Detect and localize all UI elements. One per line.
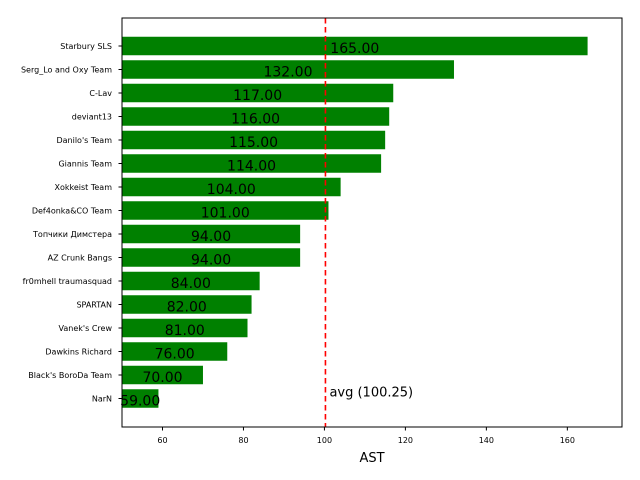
y-tick-label: deviant13	[72, 113, 112, 122]
bar-value-label: 94.00	[191, 229, 231, 245]
bars-layer	[122, 36, 588, 408]
x-tick-label: 80	[238, 436, 248, 445]
y-tick-label: AZ Crunk Bangs	[48, 254, 112, 263]
bar-value-label: 70.00	[142, 370, 182, 386]
y-tick-label: NarN	[92, 395, 112, 404]
bar	[122, 60, 454, 79]
bar-value-label: 59.00	[120, 394, 160, 410]
data-labels-layer: 165.00 132.00 117.00 116.00 115.00 114.00 104.…	[120, 41, 379, 410]
bar-value-label: 132.00	[263, 65, 312, 81]
bar	[122, 83, 394, 103]
x-axis-label: AST	[359, 451, 384, 466]
x-tick-label: 100	[317, 436, 332, 445]
bar	[122, 271, 260, 291]
bar	[122, 342, 228, 361]
y-tick-label: SPARTAN	[76, 301, 112, 310]
y-tick-label: C-Lav	[89, 89, 112, 98]
bar	[122, 130, 386, 150]
bar	[122, 295, 252, 314]
x-tick-label: 160	[560, 436, 575, 445]
bar	[122, 201, 329, 220]
y-tick-label: Danilo's Team	[56, 136, 112, 145]
y-tick-label: Starbury SLS	[60, 42, 112, 51]
bar	[122, 318, 248, 338]
bar-value-label: 81.00	[165, 323, 205, 339]
y-tick-label: Vanek's Crew	[59, 324, 113, 333]
y-tick-label: fr0mhell traumasquad	[23, 277, 112, 286]
bar	[122, 365, 203, 385]
y-tick-label: Топчики Димстера	[32, 230, 112, 239]
bar	[122, 154, 382, 173]
y-tick-label: Def4onka&CO Team	[32, 207, 112, 216]
bar-value-label: 101.00	[201, 206, 250, 222]
y-tick-label: Black's BoroDa Team	[28, 371, 112, 380]
y-tick-label: Dawkins Richard	[45, 348, 112, 357]
x-tick-label: 60	[157, 436, 167, 445]
average-label: avg (100.25)	[329, 386, 413, 401]
y-tick-label: Serg_Lo and Oxy Team	[21, 66, 112, 75]
bar	[122, 36, 588, 56]
x-ticks-layer: 60 80 100 120 140 160	[157, 427, 575, 445]
bar-value-label: 116.00	[231, 112, 280, 128]
bar-value-label: 114.00	[227, 159, 276, 175]
bar	[122, 248, 301, 267]
y-ticks-layer: Starbury SLS Serg_Lo and Oxy Team C-Lav dev…	[21, 42, 122, 404]
bar	[122, 177, 341, 197]
y-tick-label: Giannis Team	[58, 160, 112, 169]
bar-value-label: 76.00	[155, 347, 195, 363]
bar	[122, 107, 390, 126]
y-tick-label: Xokkeist Team	[55, 183, 113, 192]
bar	[122, 389, 159, 408]
bar-value-label: 165.00	[330, 41, 379, 57]
bar-value-label: 115.00	[229, 135, 278, 151]
bar-value-label: 82.00	[167, 300, 207, 316]
bar-value-label: 104.00	[207, 182, 256, 198]
x-tick-label: 140	[479, 436, 494, 445]
x-tick-label: 120	[398, 436, 413, 445]
bar-value-label: 117.00	[233, 88, 282, 104]
bar-value-label: 84.00	[171, 276, 211, 292]
bar	[122, 224, 301, 244]
bar-value-label: 94.00	[191, 253, 231, 269]
plot-frame	[121, 17, 623, 428]
